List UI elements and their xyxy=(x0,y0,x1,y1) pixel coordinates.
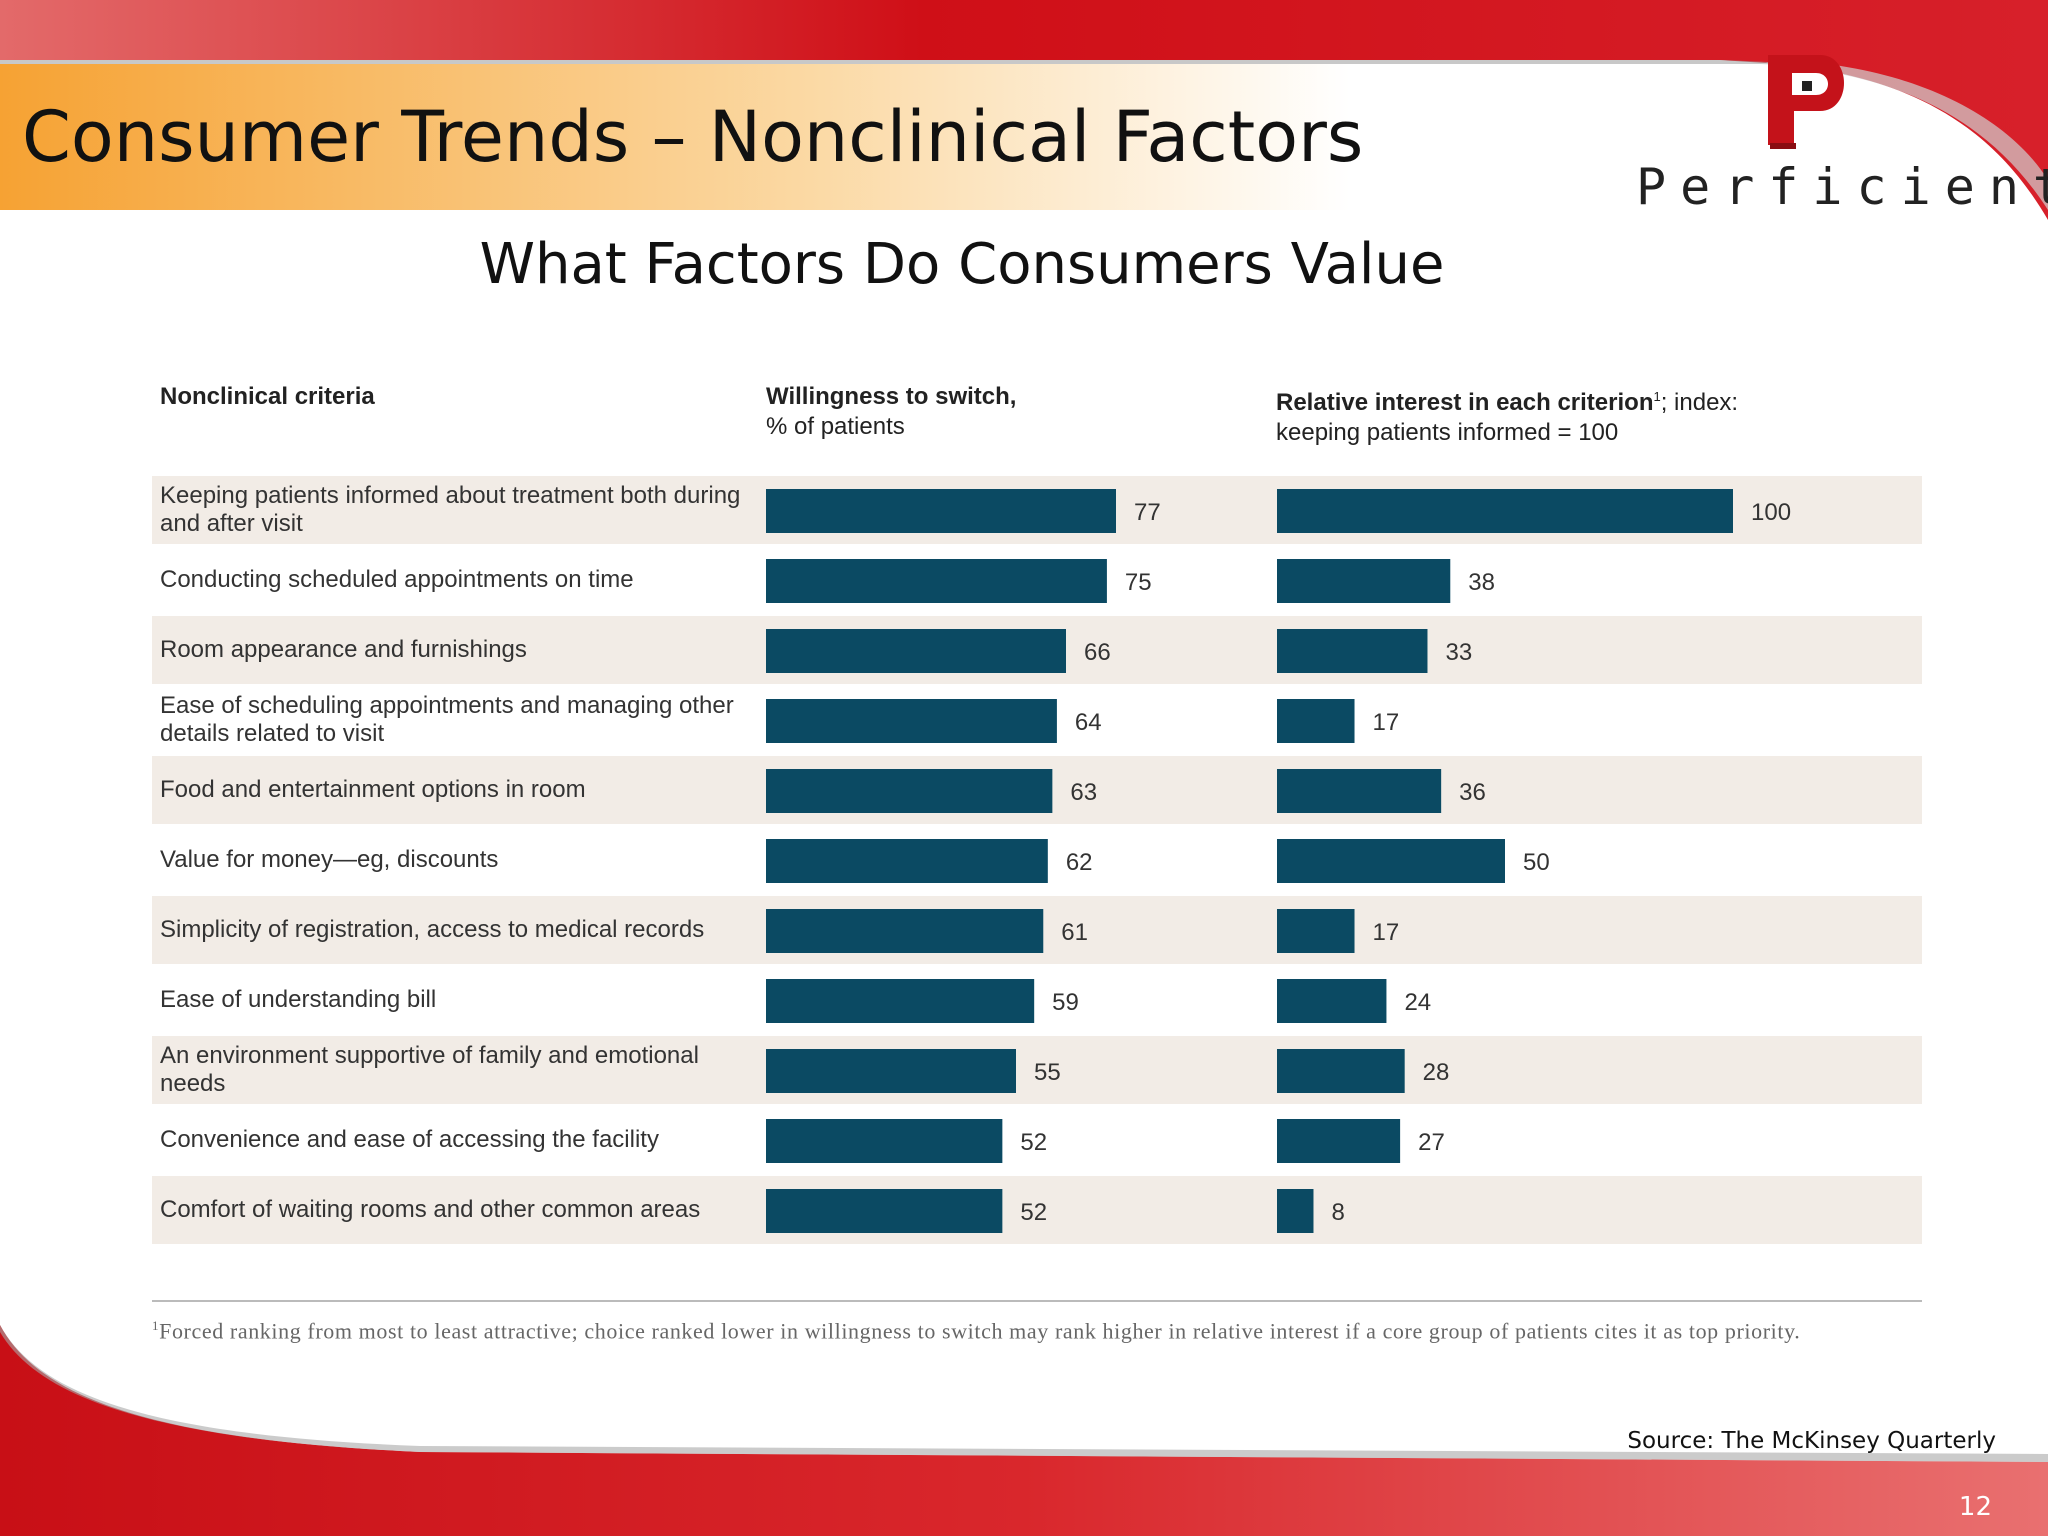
bar-relative-interest xyxy=(1277,1119,1401,1163)
data-label-interest: 38 xyxy=(1468,569,1495,596)
bar-relative-interest xyxy=(1277,699,1355,743)
bar-relative-interest xyxy=(1277,1049,1405,1093)
data-label-willingness: 52 xyxy=(1020,1129,1047,1156)
category-label-text: An environment supportive of family and … xyxy=(160,1042,699,1097)
header-interest: Relative interest in each criterion1; in… xyxy=(1276,389,1739,446)
category-label-text: Simplicity of registration, access to me… xyxy=(160,916,705,943)
category-label: Simplicity of registration, access to me… xyxy=(160,896,760,964)
data-label-willingness: 62 xyxy=(1066,849,1093,876)
chart-title: What Factors Do Consumers Value xyxy=(479,232,1445,297)
category-label-text: Keeping patients informed about treatmen… xyxy=(160,482,741,537)
bar-relative-interest xyxy=(1277,629,1428,673)
data-label-willingness: 61 xyxy=(1061,919,1088,946)
category-label: Convenience and ease of accessing the fa… xyxy=(160,1106,760,1174)
bar-willingness-to-switch xyxy=(766,1189,1003,1233)
slide-title: Consumer Trends – Nonclinical Factors xyxy=(22,96,1364,178)
data-label-interest: 28 xyxy=(1423,1059,1450,1086)
category-label: Room appearance and furnishings xyxy=(160,616,760,684)
bar-willingness-to-switch xyxy=(766,1049,1016,1093)
header-criteria: Nonclinical criteria xyxy=(160,383,375,410)
bar-relative-interest xyxy=(1277,769,1442,813)
bar-willingness-to-switch xyxy=(766,629,1066,673)
category-label: Value for money—eg, discounts xyxy=(160,826,760,894)
category-label: Ease of understanding bill xyxy=(160,966,760,1034)
category-label: Keeping patients informed about treatmen… xyxy=(160,476,760,544)
data-label-willingness: 66 xyxy=(1084,639,1111,666)
category-label: Comfort of waiting rooms and other commo… xyxy=(160,1176,760,1244)
data-label-interest: 33 xyxy=(1445,639,1472,666)
data-label-interest: 27 xyxy=(1418,1129,1445,1156)
bar-relative-interest xyxy=(1277,839,1505,883)
bar-willingness-to-switch xyxy=(766,769,1053,813)
data-label-interest: 36 xyxy=(1459,779,1486,806)
category-label-text: Ease of understanding bill xyxy=(160,986,437,1013)
bar-relative-interest xyxy=(1277,1189,1314,1233)
data-label-willingness: 63 xyxy=(1070,779,1097,806)
data-label-interest: 100 xyxy=(1751,499,1791,526)
footnote-divider xyxy=(152,1300,1922,1302)
category-label-text: Comfort of waiting rooms and other commo… xyxy=(160,1196,701,1223)
category-label-text: Food and entertainment options in room xyxy=(160,776,586,803)
bar-willingness-to-switch xyxy=(766,699,1057,743)
category-label-text: Value for money—eg, discounts xyxy=(160,846,499,873)
bar-willingness-to-switch xyxy=(766,909,1044,953)
row-band xyxy=(152,1036,1922,1104)
category-label: An environment supportive of family and … xyxy=(160,1036,760,1104)
perficient-logo-icon xyxy=(1768,55,1844,149)
bar-relative-interest xyxy=(1277,489,1733,533)
bar-willingness-to-switch xyxy=(766,979,1035,1023)
bar-willingness-to-switch xyxy=(766,559,1107,603)
source-note: Source: The McKinsey Quarterly xyxy=(1627,1428,1996,1454)
category-label-text: Room appearance and furnishings xyxy=(160,636,527,663)
category-label-text: Ease of scheduling appointments and mana… xyxy=(160,692,734,747)
data-label-willingness: 55 xyxy=(1034,1059,1061,1086)
data-label-interest: 50 xyxy=(1523,849,1550,876)
row-band xyxy=(152,1176,1922,1244)
bar-willingness-to-switch xyxy=(766,839,1048,883)
bar-relative-interest xyxy=(1277,909,1355,953)
data-label-interest: 8 xyxy=(1331,1199,1344,1226)
header-willingness: Willingness to switch,% of patients xyxy=(766,383,1017,440)
bar-willingness-to-switch xyxy=(766,489,1116,533)
data-label-interest: 24 xyxy=(1404,989,1431,1016)
bar-relative-interest xyxy=(1277,979,1387,1023)
data-label-willingness: 59 xyxy=(1052,989,1079,1016)
category-label: Ease of scheduling appointments and mana… xyxy=(160,686,760,754)
category-label-text: Conducting scheduled appointments on tim… xyxy=(160,566,634,593)
page-number: 12 xyxy=(1958,1492,1992,1522)
category-label-text: Convenience and ease of accessing the fa… xyxy=(160,1126,659,1153)
bar-willingness-to-switch xyxy=(766,1119,1003,1163)
data-label-interest: 17 xyxy=(1373,919,1400,946)
bar-relative-interest xyxy=(1277,559,1451,603)
data-label-interest: 17 xyxy=(1373,709,1400,736)
data-label-willingness: 75 xyxy=(1125,569,1152,596)
footnote: 1Forced ranking from most to least attra… xyxy=(152,1318,1801,1344)
data-label-willingness: 77 xyxy=(1134,499,1161,526)
category-label: Conducting scheduled appointments on tim… xyxy=(160,546,760,614)
data-label-willingness: 64 xyxy=(1075,709,1102,736)
data-label-willingness: 52 xyxy=(1020,1199,1047,1226)
category-label: Food and entertainment options in room xyxy=(160,756,760,824)
brand-name: Perficient® xyxy=(1636,158,2048,216)
